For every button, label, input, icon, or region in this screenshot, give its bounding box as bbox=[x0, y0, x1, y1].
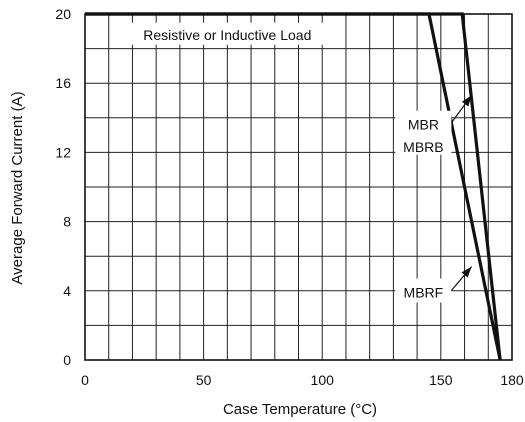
y-tick-label: 4 bbox=[63, 283, 71, 299]
x-tick-labels: 0 50 100 150 180 bbox=[81, 372, 524, 388]
grid bbox=[85, 14, 512, 360]
x-tick-label: 180 bbox=[500, 372, 524, 388]
y-tick-label: 16 bbox=[55, 75, 71, 91]
mbr-label: MBR bbox=[408, 117, 439, 133]
y-tick-label: 12 bbox=[55, 144, 71, 160]
y-tick-label: 0 bbox=[63, 352, 71, 368]
annotations: Resistive or Inductive Load MBR MBRB MBRF bbox=[112, 22, 473, 303]
x-axis-label: Case Temperature (°C) bbox=[223, 401, 377, 418]
x-tick-label: 150 bbox=[429, 372, 453, 388]
x-tick-label: 0 bbox=[81, 372, 89, 388]
y-tick-label: 20 bbox=[55, 6, 71, 22]
mbrf-label: MBRF bbox=[404, 285, 444, 301]
plot-frame bbox=[84, 13, 513, 361]
mbrf-arrow bbox=[450, 266, 473, 291]
mbrb-label: MBRB bbox=[403, 139, 443, 155]
x-tick-label: 100 bbox=[311, 372, 335, 388]
mbr-arrow bbox=[450, 94, 473, 124]
load-label-background bbox=[112, 22, 343, 45]
mbrf-label-background bbox=[395, 278, 452, 303]
y-tick-labels: 0 4 8 12 16 20 bbox=[55, 6, 71, 368]
x-tick-label: 50 bbox=[196, 372, 212, 388]
load-condition-label: Resistive or Inductive Load bbox=[143, 27, 311, 43]
mbr-label-background bbox=[395, 110, 452, 155]
y-tick-label: 8 bbox=[63, 214, 71, 230]
y-axis-label: Average Forward Current (A) bbox=[9, 91, 26, 284]
